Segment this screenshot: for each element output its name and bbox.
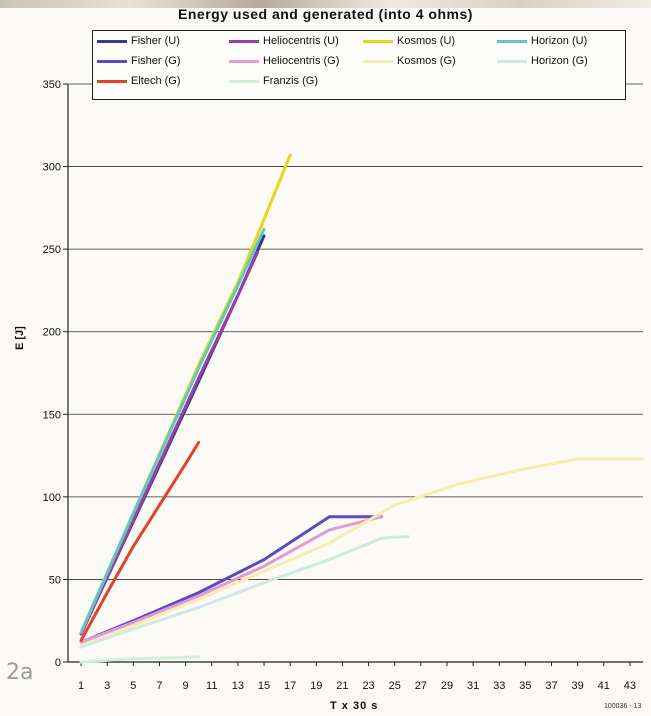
series-line-kosmos-g — [79, 457, 645, 647]
legend-label: Heliocentris (G) — [263, 55, 340, 67]
y-tick-label: 0 — [55, 657, 61, 669]
x-tick-label: 35 — [519, 680, 531, 692]
x-tick-label: 11 — [206, 680, 217, 692]
legend-item-fisher-u: Fisher (U) — [97, 35, 180, 47]
x-tick-label: 39 — [572, 680, 584, 692]
legend-item-heliocentris-g: Heliocentris (G) — [229, 55, 339, 67]
y-tick-label: 250 — [43, 244, 61, 256]
y-axis-label: E [J] — [14, 326, 26, 350]
legend-item-eltech-g: Eltech (G) — [97, 75, 181, 87]
legend-swatch — [229, 79, 259, 83]
x-tick-label: 23 — [362, 680, 374, 692]
legend-item-kosmos-u: Kosmos (U) — [363, 35, 455, 47]
chart-title: Energy used and generated (into 4 ohms) — [178, 6, 473, 22]
x-tick-label: 17 — [284, 680, 296, 692]
y-tick-label: 350 — [43, 79, 61, 91]
legend-item-kosmos-g: Kosmos (G) — [363, 55, 456, 67]
x-tick-label: 29 — [441, 680, 453, 692]
x-tick-label: 27 — [415, 680, 427, 692]
x-tick-label: 9 — [183, 680, 189, 692]
series-line-heliocentris-u — [79, 250, 259, 636]
series-line-franzis-g — [79, 655, 201, 664]
y-tick-label: 100 — [43, 492, 61, 504]
legend-item-fisher-g: Fisher (G) — [97, 55, 181, 67]
x-tick-label: 31 — [467, 680, 479, 692]
x-tick-label: 41 — [598, 680, 610, 692]
x-axis-label: T x 30 s — [330, 700, 379, 712]
legend-label: Eltech (G) — [131, 75, 181, 87]
x-tick-label: 19 — [310, 680, 322, 692]
x-tick-label: 7 — [156, 680, 162, 692]
x-tick-label: 13 — [232, 680, 244, 692]
legend-label: Heliocentris (U) — [263, 35, 339, 47]
legend-swatch — [97, 39, 127, 43]
legend-item-horizon-u: Horizon (U) — [497, 35, 587, 47]
series-line-horizon-g — [79, 535, 410, 649]
x-tick-label: 25 — [389, 680, 401, 692]
legend-label: Fisher (G) — [131, 55, 181, 67]
legend-label: Fisher (U) — [131, 35, 180, 47]
x-tick-label: 43 — [624, 680, 636, 692]
figure-code: 100036 - 13 — [604, 703, 642, 710]
figure-label: 2a — [6, 660, 34, 685]
legend-swatch — [497, 39, 527, 43]
series-line-eltech-g — [79, 440, 201, 642]
x-tick-label: 21 — [336, 680, 348, 692]
x-tick-label: 37 — [545, 680, 557, 692]
x-tick-label: 3 — [104, 680, 110, 692]
legend-label: Kosmos (U) — [397, 35, 456, 47]
y-tick-label: 200 — [43, 327, 61, 339]
top-image-strip — [0, 0, 651, 8]
legend-label: Horizon (G) — [531, 55, 588, 67]
legend-swatch — [363, 39, 393, 43]
legend-item-horizon-g: Horizon (G) — [497, 55, 588, 67]
legend-swatch — [229, 39, 259, 43]
x-tick-label: 15 — [258, 680, 270, 692]
legend-swatch — [97, 59, 127, 63]
series-line-heliocentris-g — [79, 515, 384, 644]
legend-label: Kosmos (G) — [397, 55, 456, 67]
y-tick-label: 50 — [49, 574, 61, 586]
x-tick-label: 33 — [493, 680, 505, 692]
y-tick-label: 300 — [43, 162, 61, 174]
x-tick-label: 1 — [78, 680, 84, 692]
series-line-horizon-u — [79, 227, 266, 634]
y-tick-label: 150 — [43, 409, 61, 421]
legend-item-heliocentris-u: Heliocentris (U) — [229, 35, 339, 47]
legend-swatch — [97, 79, 127, 83]
legend-swatch — [229, 59, 259, 63]
legend-label: Horizon (U) — [531, 35, 588, 47]
legend-swatch — [497, 59, 527, 63]
x-tick-label: 5 — [130, 680, 136, 692]
legend-item-franzis-g: Franzis (G) — [229, 75, 318, 87]
legend-swatch — [363, 59, 393, 63]
chart-legend: Fisher (U) Heliocentris (U) Kosmos (U) Hori… — [92, 30, 626, 100]
legend-label: Franzis (G) — [263, 75, 318, 87]
